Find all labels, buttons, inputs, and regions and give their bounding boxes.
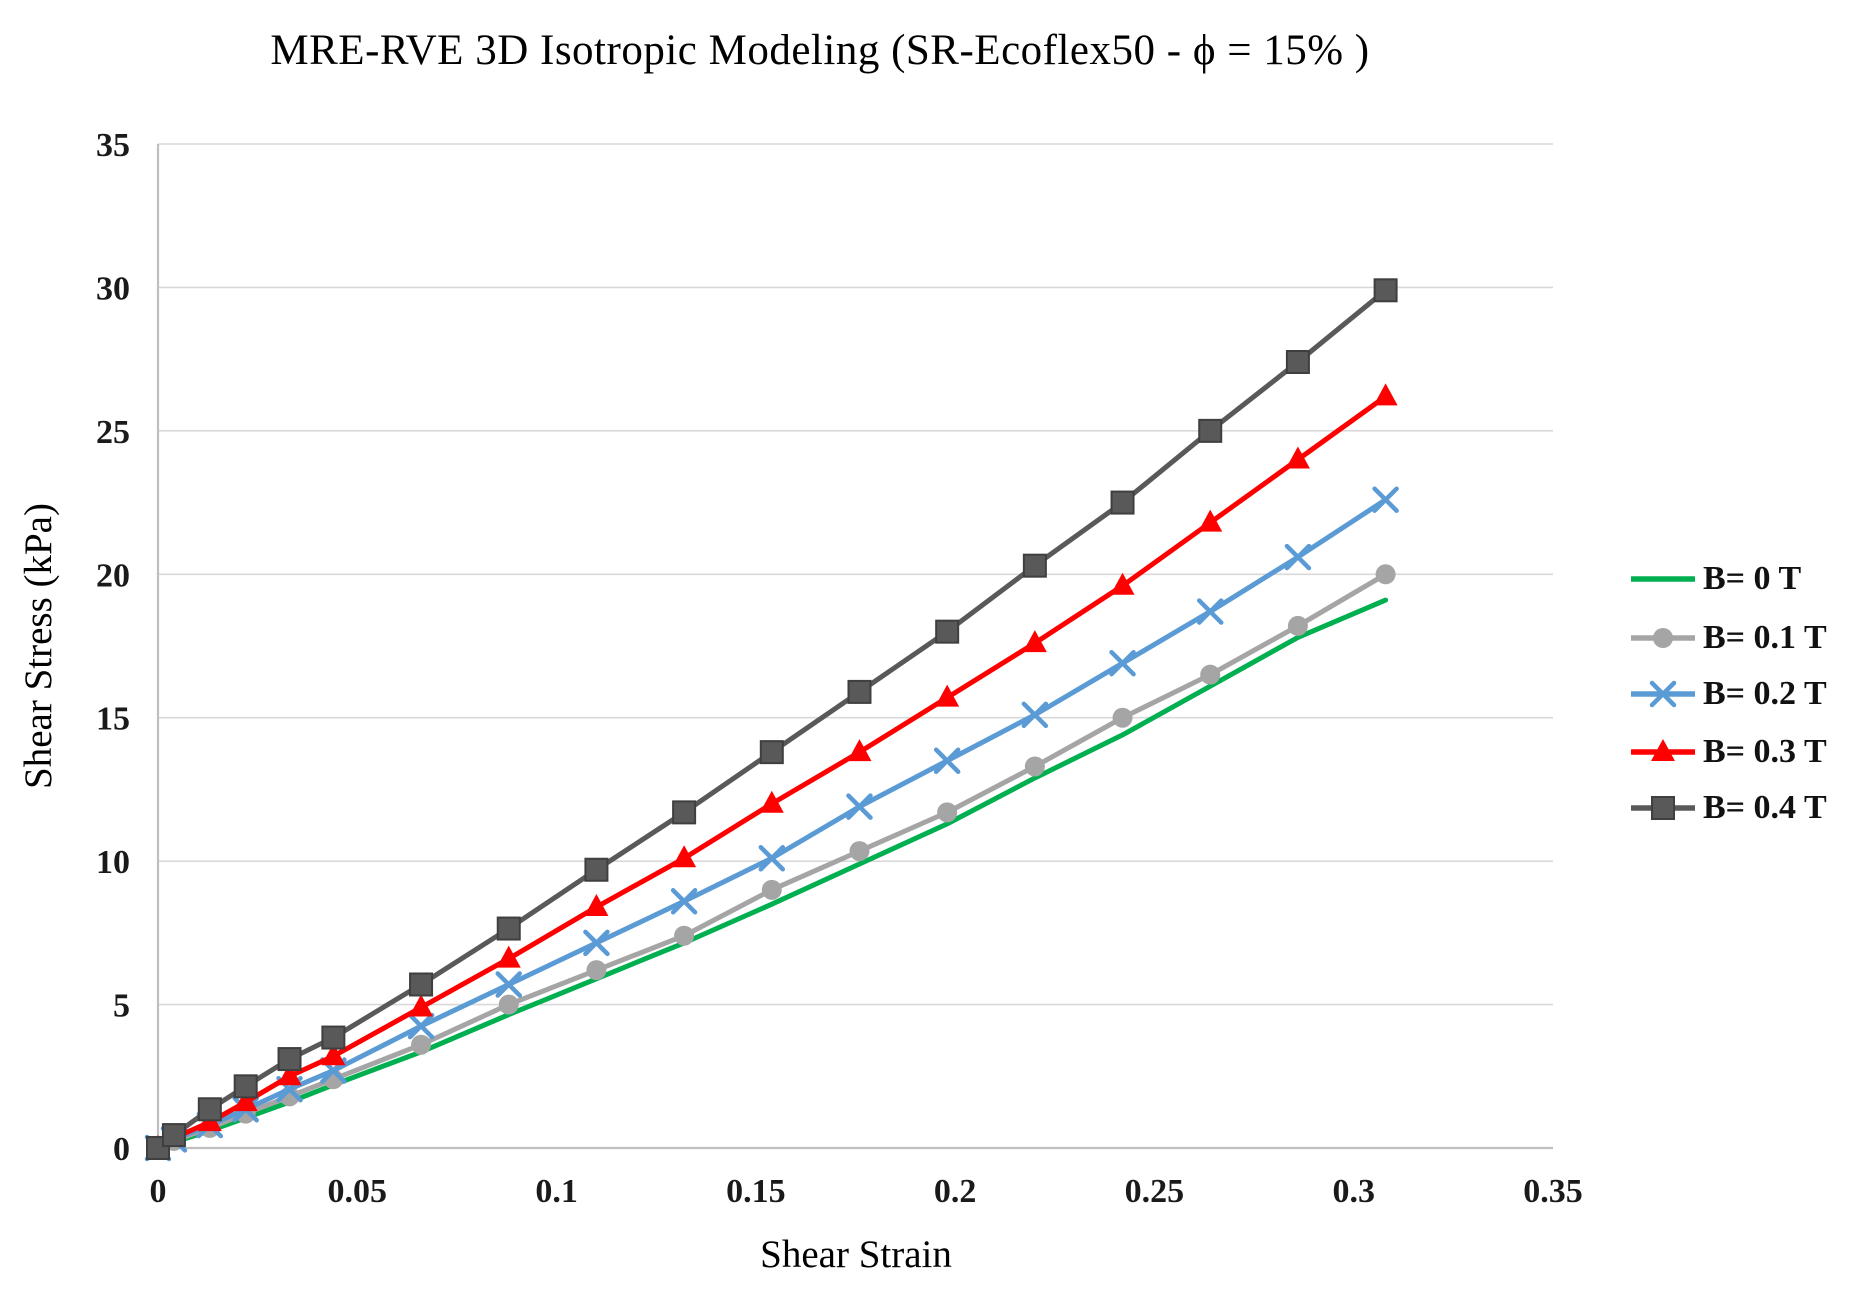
series-b-0.1-t-marker — [1024, 756, 1045, 777]
series-b-0.4-t-marker — [1373, 278, 1398, 303]
chart-title: MRE-RVE 3D Isotropic Modeling (SR-Ecofle… — [270, 27, 1370, 74]
series-b-0.2-t-marker — [1021, 701, 1049, 729]
x-tick-label-0.2: 0.2 — [934, 1173, 977, 1210]
legend-sample — [1631, 796, 1695, 820]
legend-label: B= 0.2 T — [1703, 675, 1827, 712]
series-b-0.4-t-marker — [759, 740, 784, 765]
y-tick-label-15: 15 — [96, 701, 130, 738]
legend-sample-marker — [1651, 739, 1675, 761]
legend-sample — [1631, 680, 1695, 708]
y-tick-label-0: 0 — [113, 1131, 130, 1168]
series-b-0.4-t-marker — [409, 972, 434, 997]
legend-label: B= 0.4 T — [1703, 789, 1827, 826]
legend-sample-marker — [1653, 628, 1673, 648]
series-b-0.4-t-marker — [321, 1025, 346, 1050]
y-tick-label-30: 30 — [96, 270, 130, 307]
legend-sample-marker — [1651, 796, 1675, 820]
legend-item-b-0.1-t: B= 0.1 T — [1630, 620, 1827, 656]
series-b-0.1-t-marker — [1375, 564, 1396, 585]
series-b-0.1-t-marker — [498, 994, 519, 1015]
y-tick-label-25: 25 — [96, 414, 130, 451]
series-b-0.1-t-marker — [849, 841, 870, 862]
series-b-0.2-t-marker — [583, 929, 610, 957]
series-b-0.2-t-marker — [495, 971, 522, 998]
series-b-0.4-t — [146, 278, 1398, 1160]
series-b-0.4-t-marker — [584, 857, 609, 882]
series-b-0.2-t-marker — [933, 747, 961, 774]
legend-item-b-0.2-t: B= 0.2 T — [1630, 676, 1827, 712]
series-b-0.4-t-marker — [233, 1074, 258, 1099]
legend-label: B= 0.3 T — [1703, 733, 1827, 770]
legend-sample — [1631, 739, 1695, 761]
x-tick-label-0.15: 0.15 — [726, 1173, 786, 1210]
series-b-0.1-t-marker — [937, 802, 958, 823]
series-b-0.3-t-marker — [1198, 509, 1223, 532]
series-b-0.4-t-marker — [1285, 350, 1310, 375]
series-b-0.2-t-marker — [846, 793, 873, 820]
x-tick-label-0.35: 0.35 — [1523, 1173, 1583, 1210]
series-b-0.4-t-marker — [847, 679, 872, 704]
legend: B= 0 T B= 0.1 T B= 0.2 T B= 0.3 T B= 0.4 T — [1630, 0, 1859, 1310]
legend-sample — [1631, 576, 1695, 582]
series-b-0.4-t-marker — [496, 916, 521, 941]
series-b-0.3-t-marker — [672, 845, 697, 868]
series-b-0.4-t-marker — [161, 1123, 186, 1148]
series-b-0.3-t-marker — [496, 945, 521, 968]
series-b-0.4-t-marker — [277, 1047, 302, 1072]
series-b-0.1-t-marker — [1200, 664, 1221, 685]
series-b-0.3-t-marker — [277, 1063, 302, 1086]
legend-label: B= 0.1 T — [1703, 619, 1827, 656]
series-b-0.3-t-marker — [1285, 446, 1310, 469]
series-b-0.4-t-marker — [1110, 490, 1135, 515]
series-b-0.2-t-line — [155, 497, 1389, 1151]
x-tick-label-0.25: 0.25 — [1125, 1173, 1185, 1210]
series-b-0.3-t-marker — [1373, 383, 1398, 406]
x-axis-title: Shear Strain — [760, 1233, 952, 1276]
x-tick-label-0: 0 — [150, 1173, 167, 1210]
series-b-0.1-t-marker — [1287, 615, 1308, 636]
series-b-0.1-t-marker — [674, 925, 695, 946]
x-tick-label-0.3: 0.3 — [1332, 1173, 1375, 1210]
series-b-0.2-t-marker — [407, 1012, 435, 1040]
series-b-0.3-t-marker — [584, 894, 609, 917]
legend-sample — [1631, 628, 1695, 648]
series-b-0.3-t-marker — [409, 994, 434, 1017]
legend-item-b-0-t: B= 0 T — [1630, 561, 1801, 597]
y-tick-label-20: 20 — [96, 557, 130, 594]
series-b-0.2-t-marker — [1109, 649, 1136, 677]
series-b-0.3-t-marker — [1110, 572, 1135, 595]
series-b-0.3-t-marker — [759, 790, 784, 813]
series-b-0.1-t-marker — [411, 1034, 432, 1055]
series-b-0.3-t-marker — [321, 1043, 346, 1066]
series-b-0.1-t-marker — [761, 879, 782, 900]
y-tick-label-35: 35 — [96, 127, 130, 164]
series-b-0.4-t-marker — [672, 800, 697, 825]
series-b-0.4-t-marker — [1022, 553, 1047, 578]
series-b-0.3-t-marker — [847, 739, 872, 762]
legend-item-b-0.4-t: B= 0.4 T — [1630, 790, 1827, 826]
series-b-0.3-t-marker — [935, 684, 960, 707]
series-b-0.2-t-marker — [1372, 486, 1399, 513]
series-b-0.1-t-marker — [1112, 707, 1133, 728]
x-tick-label-0.05: 0.05 — [328, 1173, 388, 1210]
series-b-0.2-t-marker — [1196, 598, 1224, 625]
x-tick-label-0.1: 0.1 — [535, 1173, 578, 1210]
series-b-0.2-t-marker — [670, 888, 698, 915]
series-b-0.2-t-marker — [758, 845, 786, 872]
legend-label: B= 0 T — [1703, 560, 1802, 597]
series-b-0.3-t-marker — [233, 1089, 258, 1112]
y-tick-label-10: 10 — [96, 844, 130, 881]
series-b-0.1-t-marker — [586, 960, 607, 981]
series-b-0.3-t-marker — [1022, 630, 1047, 653]
series-b-0.2-t-marker — [1284, 543, 1312, 571]
legend-sample-marker — [1649, 680, 1677, 708]
series-b-0.4-t-marker — [197, 1097, 222, 1122]
y-tick-label-5: 5 — [113, 988, 130, 1025]
legend-item-b-0.3-t: B= 0.3 T — [1630, 734, 1827, 770]
series-b-0.4-t-marker — [1198, 418, 1223, 443]
y-axis-title: Shear Stress (kPa) — [17, 503, 60, 789]
series-b-0.4-t-marker — [935, 619, 960, 644]
